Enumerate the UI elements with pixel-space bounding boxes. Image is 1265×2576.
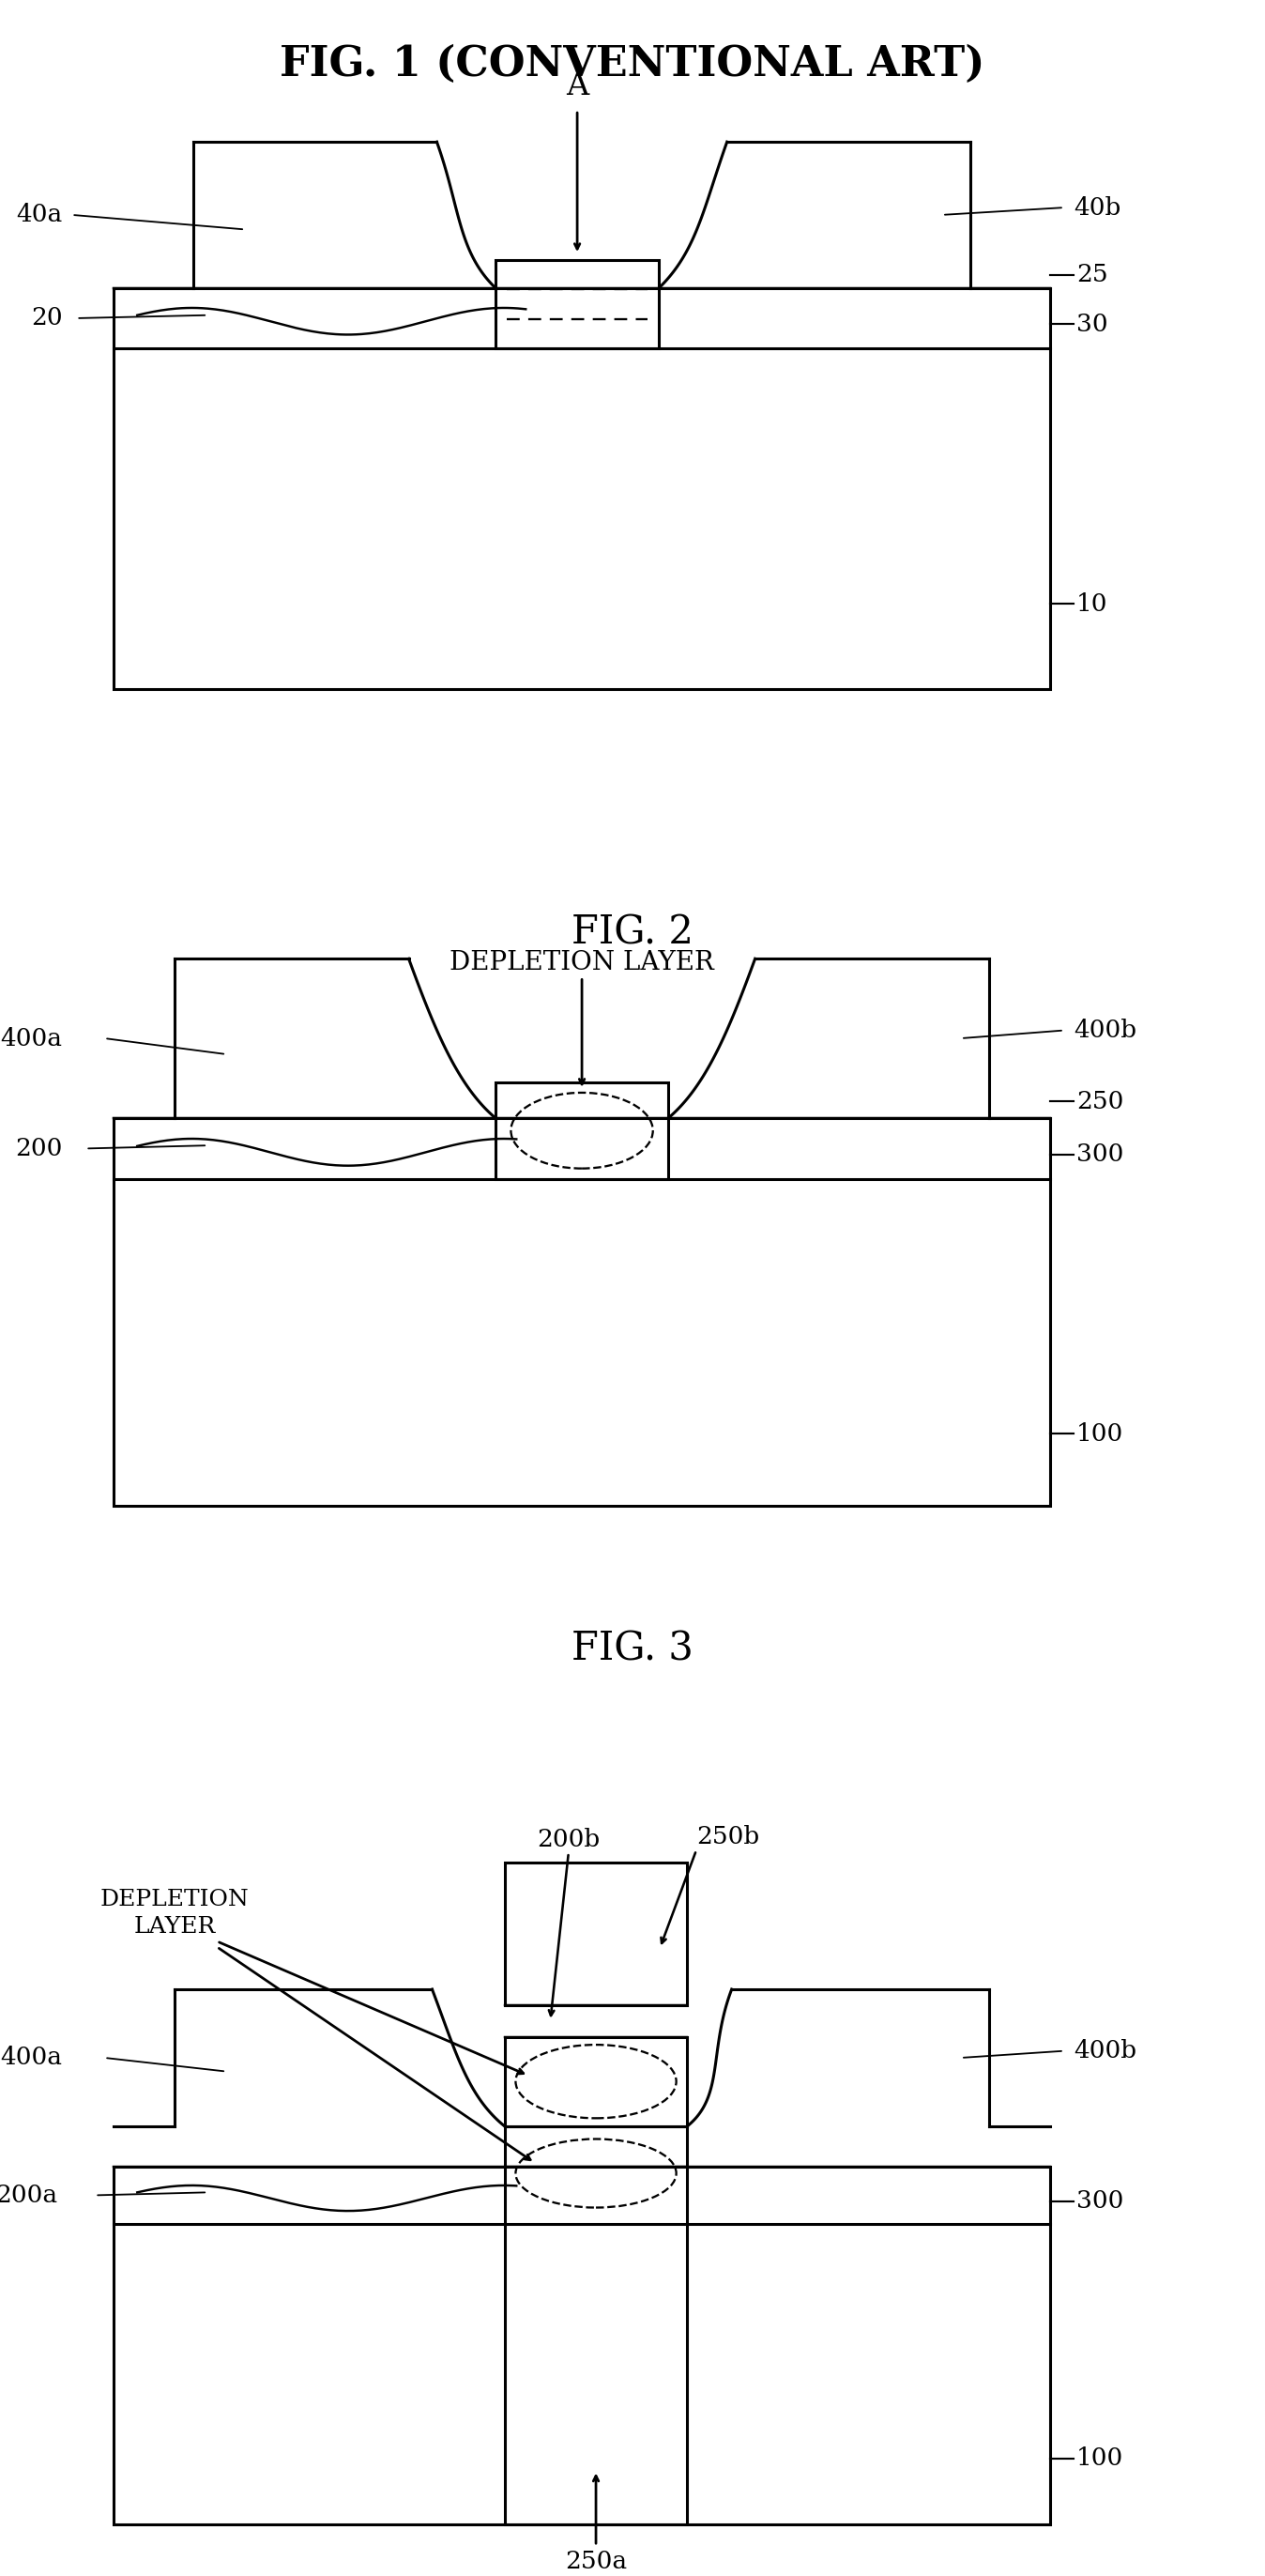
Text: 30: 30	[1077, 312, 1108, 335]
Text: 200b: 200b	[538, 1826, 600, 1852]
Text: 40a: 40a	[16, 204, 62, 227]
Bar	[114, 1118, 1050, 1504]
Text: 100: 100	[1077, 2447, 1123, 2470]
Text: 400b: 400b	[1073, 1018, 1136, 1043]
Bar	[496, 260, 659, 348]
Bar	[505, 2038, 687, 2125]
Text: FIG. 2: FIG. 2	[572, 912, 693, 953]
Bar	[114, 289, 1050, 690]
Text: 10: 10	[1077, 592, 1108, 616]
Text: 40b: 40b	[1073, 196, 1121, 219]
Bar	[496, 1082, 668, 1180]
Text: 20: 20	[30, 307, 62, 330]
Text: 400b: 400b	[1073, 2040, 1136, 2063]
Text: 300: 300	[1077, 2190, 1123, 2213]
Text: DEPLETION LAYER: DEPLETION LAYER	[449, 951, 715, 976]
Text: 400a: 400a	[0, 1028, 62, 1051]
Text: FIG. 1 (CONVENTIONAL ART): FIG. 1 (CONVENTIONAL ART)	[280, 44, 985, 85]
Text: 200: 200	[15, 1136, 62, 1159]
Bar	[114, 2166, 1050, 2524]
Text: 250b: 250b	[696, 1824, 759, 1850]
Text: 200a: 200a	[0, 2184, 58, 2208]
Text: FIG. 3: FIG. 3	[572, 1628, 693, 1669]
Text: 250a: 250a	[565, 2550, 627, 2573]
Text: 25: 25	[1077, 263, 1108, 286]
Text: 250: 250	[1077, 1090, 1123, 1113]
Bar	[505, 1862, 687, 2004]
Text: 100: 100	[1077, 1422, 1123, 1445]
Bar	[505, 2125, 687, 2524]
Text: DEPLETION
LAYER: DEPLETION LAYER	[100, 1888, 249, 1937]
Text: 400a: 400a	[0, 2045, 62, 2069]
Text: 300: 300	[1077, 1144, 1123, 1167]
Text: A: A	[565, 72, 588, 100]
